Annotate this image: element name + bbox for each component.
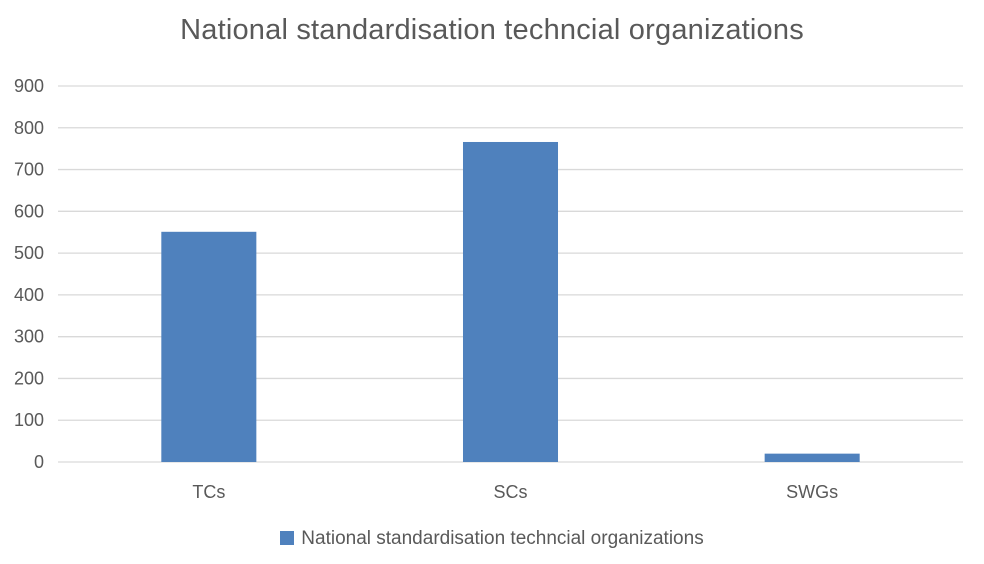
y-tick-label: 700 [14, 160, 44, 180]
y-tick-label: 100 [14, 410, 44, 430]
bar-tcs [161, 231, 257, 462]
chart-title: National standardisation techncial organ… [180, 14, 804, 46]
y-tick-label: 900 [14, 76, 44, 96]
x-tick-labels: TCs SCs SWGs [192, 482, 838, 502]
bars [161, 141, 860, 462]
legend: National standardisation techncial organ… [0, 528, 984, 550]
y-tick-label: 400 [14, 285, 44, 305]
x-tick-label: SWGs [786, 482, 838, 502]
y-tick-label: 600 [14, 201, 44, 221]
y-tick-label: 300 [14, 327, 44, 347]
bar-swgs [764, 453, 860, 462]
x-tick-label: SCs [493, 482, 527, 502]
bar-scs [462, 141, 559, 462]
legend-swatch [280, 531, 295, 545]
y-tick-labels: 0 100 200 300 400 500 600 700 800 900 [14, 76, 44, 472]
legend-label: National standardisation techncial organ… [301, 528, 704, 549]
x-tick-label: TCs [192, 482, 225, 502]
y-tick-label: 200 [14, 368, 44, 388]
y-tick-label: 0 [34, 452, 44, 472]
y-tick-label: 500 [14, 243, 44, 263]
y-tick-label: 800 [14, 118, 44, 138]
